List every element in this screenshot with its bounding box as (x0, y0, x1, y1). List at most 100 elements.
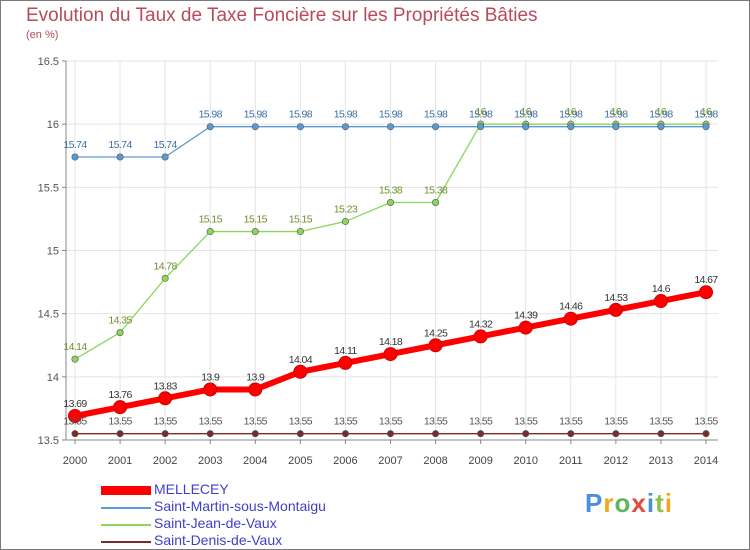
legend-swatch-mellecey (101, 486, 151, 495)
x-tick-label: 2001 (108, 455, 132, 467)
data-label: 13.55 (289, 416, 313, 428)
x-tick-label: 2004 (243, 455, 267, 467)
data-label: 15.98 (649, 109, 673, 121)
series-lines (68, 120, 713, 438)
data-point (341, 430, 349, 438)
data-label: 14.32 (469, 318, 493, 330)
data-point (567, 430, 575, 438)
data-label: 13.55 (514, 416, 538, 428)
x-tick-label: 2007 (378, 455, 402, 467)
data-label: 16 (475, 106, 486, 118)
data-label: 14.78 (154, 260, 178, 272)
data-label: 14.11 (334, 345, 357, 357)
data-label: 15.38 (379, 184, 403, 196)
data-point (113, 400, 128, 415)
data-point (432, 123, 440, 131)
data-label: 13.55 (63, 416, 87, 428)
data-label: 14.14 (63, 341, 87, 353)
data-label: 13.55 (604, 416, 628, 428)
x-tick-label: 2003 (198, 455, 222, 467)
data-label: 16 (701, 106, 712, 118)
data-point (432, 430, 440, 438)
x-tick-label: 2013 (649, 455, 673, 467)
data-label: 13.55 (244, 416, 268, 428)
chart-title: Evolution du Taux de Taxe Foncière sur l… (26, 5, 538, 26)
data-point (383, 347, 398, 362)
data-point (386, 198, 394, 206)
data-point (432, 198, 440, 206)
data-label: 14.6 (652, 283, 671, 295)
data-point (386, 123, 394, 131)
data-point (116, 153, 124, 161)
data-point (161, 153, 169, 161)
data-label: 13.55 (694, 416, 718, 428)
data-label: 13.55 (424, 416, 448, 428)
data-point (477, 123, 485, 131)
data-label: 13.55 (199, 416, 223, 428)
data-point (248, 382, 263, 397)
data-point (206, 228, 214, 236)
data-point (206, 123, 214, 131)
x-tick-label: 2012 (604, 455, 628, 467)
data-point (251, 430, 259, 438)
logo-letter: i (646, 488, 656, 518)
x-tick-label: 2011 (559, 455, 583, 467)
data-point (293, 364, 308, 379)
data-point (71, 355, 79, 363)
data-point (71, 153, 79, 161)
x-tick-label: 2005 (288, 455, 312, 467)
data-point (251, 123, 259, 131)
data-label: 13.55 (334, 416, 358, 428)
logo-letter: x (631, 488, 647, 518)
data-point (699, 285, 713, 300)
data-point (161, 274, 169, 282)
data-label: 15.15 (244, 214, 268, 226)
x-tick-label: 2002 (153, 455, 177, 467)
data-point (161, 430, 169, 438)
data-label: 13.83 (154, 380, 178, 392)
data-label: 16 (520, 106, 531, 118)
data-point (206, 430, 214, 438)
data-point (251, 228, 259, 236)
data-label: 14.25 (424, 327, 448, 339)
data-point (68, 408, 82, 423)
data-point (653, 294, 668, 309)
data-label: 16 (566, 106, 577, 118)
data-label: 15.98 (199, 109, 223, 121)
data-label: 15.23 (334, 203, 358, 215)
logo-letter: P (585, 488, 604, 518)
data-point (338, 355, 353, 370)
data-point (341, 217, 349, 225)
legend-swatch-saint-martin (101, 507, 151, 509)
x-tick-label: 2006 (333, 455, 357, 467)
data-label: 13.55 (559, 416, 583, 428)
data-point (71, 430, 79, 438)
data-label: 13.55 (108, 416, 132, 428)
y-tick-label: 15 (47, 246, 59, 258)
line-chart: 13.5 14 14.5 15 15.5 16 16.5 2000 2001 2002 2003 20… (38, 56, 719, 467)
y-tick-label: 14.5 (38, 309, 59, 321)
axes: 13.5 14 14.5 15 15.5 16 16.5 2000 2001 2002 2003 20… (38, 56, 719, 467)
data-point (116, 430, 124, 438)
data-label: 13.55 (379, 416, 403, 428)
data-point (296, 430, 304, 438)
data-label: 15.98 (244, 109, 268, 121)
data-point (386, 430, 394, 438)
data-label: 15.74 (154, 139, 178, 151)
data-point (428, 338, 443, 353)
x-tick-label: 2008 (423, 455, 447, 467)
data-label: 15.15 (199, 214, 223, 226)
data-label: 15.15 (289, 214, 313, 226)
x-tick-label: 2014 (694, 455, 718, 467)
data-point (657, 430, 665, 438)
data-label: 15.98 (514, 109, 538, 121)
data-label: 15.38 (424, 184, 448, 196)
data-point (702, 123, 710, 131)
data-label: 14.04 (289, 354, 313, 366)
data-label: 15.98 (559, 109, 583, 121)
data-point (522, 123, 530, 131)
data-point (296, 228, 304, 236)
logo-letter: i (664, 488, 673, 518)
data-label: 15.98 (289, 109, 313, 121)
data-label: 13.9 (201, 371, 220, 383)
